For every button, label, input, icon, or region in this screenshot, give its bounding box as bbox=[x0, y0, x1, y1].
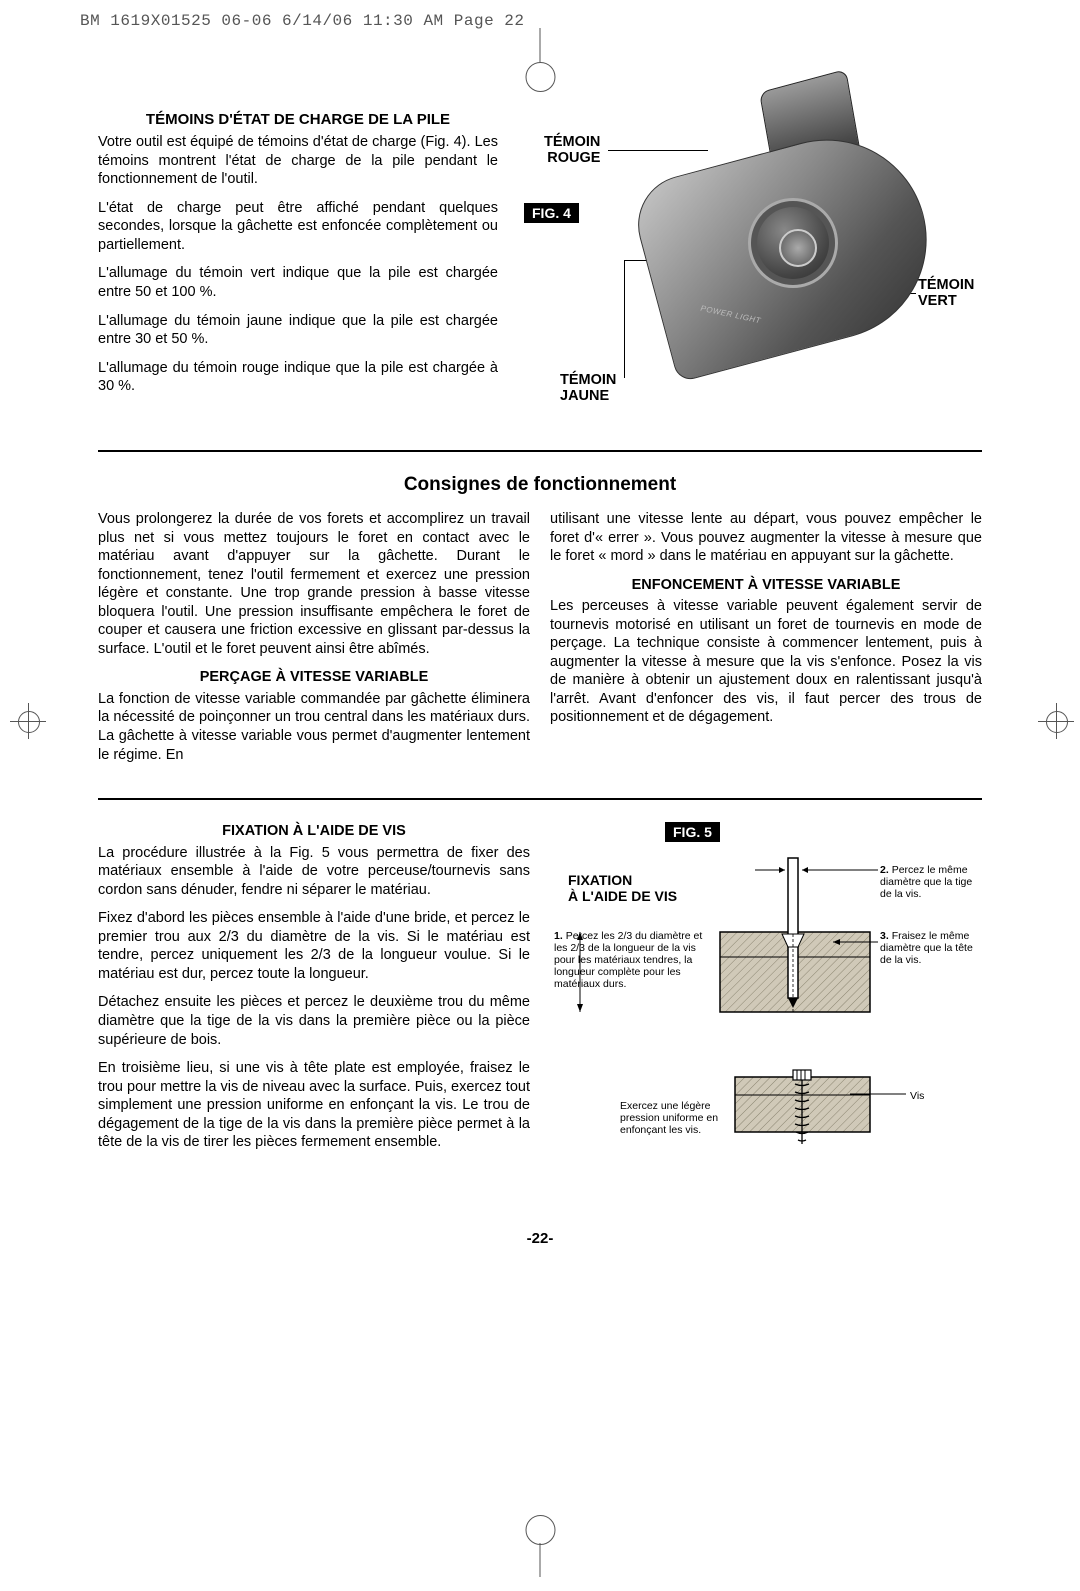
section1-p2: L'état de charge peut être affiché penda… bbox=[98, 199, 498, 255]
section3-heading: FIXATION À L'AIDE DE VIS bbox=[98, 822, 530, 841]
registration-mark-left bbox=[10, 703, 46, 739]
section2-col1-h1: PERÇAGE À VITESSE VARIABLE bbox=[98, 668, 530, 687]
section1-text: TÉMOINS D'ÉTAT DE CHARGE DE LA PILE Votr… bbox=[98, 110, 498, 420]
section3-p2: Fixez d'abord les pièces ensemble à l'ai… bbox=[98, 909, 530, 983]
section3-p3: Détachez ensuite les pièces et percez le… bbox=[98, 993, 530, 1049]
section2-col2-h1: ENFONCEMENT À VITESSE VARIABLE bbox=[550, 576, 982, 595]
fig4-label-rouge: TÉMOIN ROUGE bbox=[544, 135, 600, 167]
section2-col1: Vous prolongerez la durée de vos forets … bbox=[98, 510, 530, 774]
page-content: TÉMOINS D'ÉTAT DE CHARGE DE LA PILE Votr… bbox=[98, 110, 982, 1247]
section2-title: Consignes de fonctionnement bbox=[98, 474, 982, 496]
fig4-label-jaune: TÉMOIN JAUNE bbox=[560, 373, 616, 405]
page-number: -22- bbox=[98, 1230, 982, 1247]
section1-p1: Votre outil est équipé de témoins d'état… bbox=[98, 133, 498, 189]
drill-illustration: POWER LIGHT bbox=[628, 110, 948, 410]
section2-col2-p2: Les perceuses à vitesse variable peuvent… bbox=[550, 597, 982, 727]
section1-p5: L'allumage du témoin rouge indique que l… bbox=[98, 359, 498, 396]
divider-2 bbox=[98, 798, 982, 800]
section1-heading: TÉMOINS D'ÉTAT DE CHARGE DE LA PILE bbox=[98, 110, 498, 129]
registration-mark-right bbox=[1038, 703, 1074, 739]
section2-col1-p1: Vous prolongerez la durée de vos forets … bbox=[98, 510, 530, 658]
figure-4: FIG. 4 TÉMOIN ROUGE TÉMOIN JAUNE TÉMOIN … bbox=[518, 110, 978, 420]
section2-col2-p1: utilisant une vitesse lente au départ, v… bbox=[550, 510, 982, 566]
section1-p4: L'allumage du témoin jaune indique que l… bbox=[98, 312, 498, 349]
section3-text: FIXATION À L'AIDE DE VIS La procédure il… bbox=[98, 822, 530, 1202]
section3-p1: La procédure illustrée à la Fig. 5 vous … bbox=[98, 844, 530, 900]
section2-col2: utilisant une vitesse lente au départ, v… bbox=[550, 510, 982, 774]
fig5-svg bbox=[550, 822, 980, 1202]
crop-mark-bottom bbox=[540, 1543, 541, 1577]
divider-1 bbox=[98, 450, 982, 452]
section1-p3: L'allumage du témoin vert indique que la… bbox=[98, 264, 498, 301]
figure-5: FIG. 5 FIXATION À L'AIDE DE VIS 1. Perce… bbox=[550, 822, 980, 1202]
fig4-badge: FIG. 4 bbox=[524, 203, 579, 223]
section3-p4: En troisième lieu, si une vis à tête pla… bbox=[98, 1059, 530, 1152]
crop-mark-top bbox=[540, 28, 541, 62]
crop-header: BM 1619X01525 06-06 6/14/06 11:30 AM Pag… bbox=[80, 12, 524, 30]
section2-col1-p2: La fonction de vitesse variable commandé… bbox=[98, 690, 530, 764]
